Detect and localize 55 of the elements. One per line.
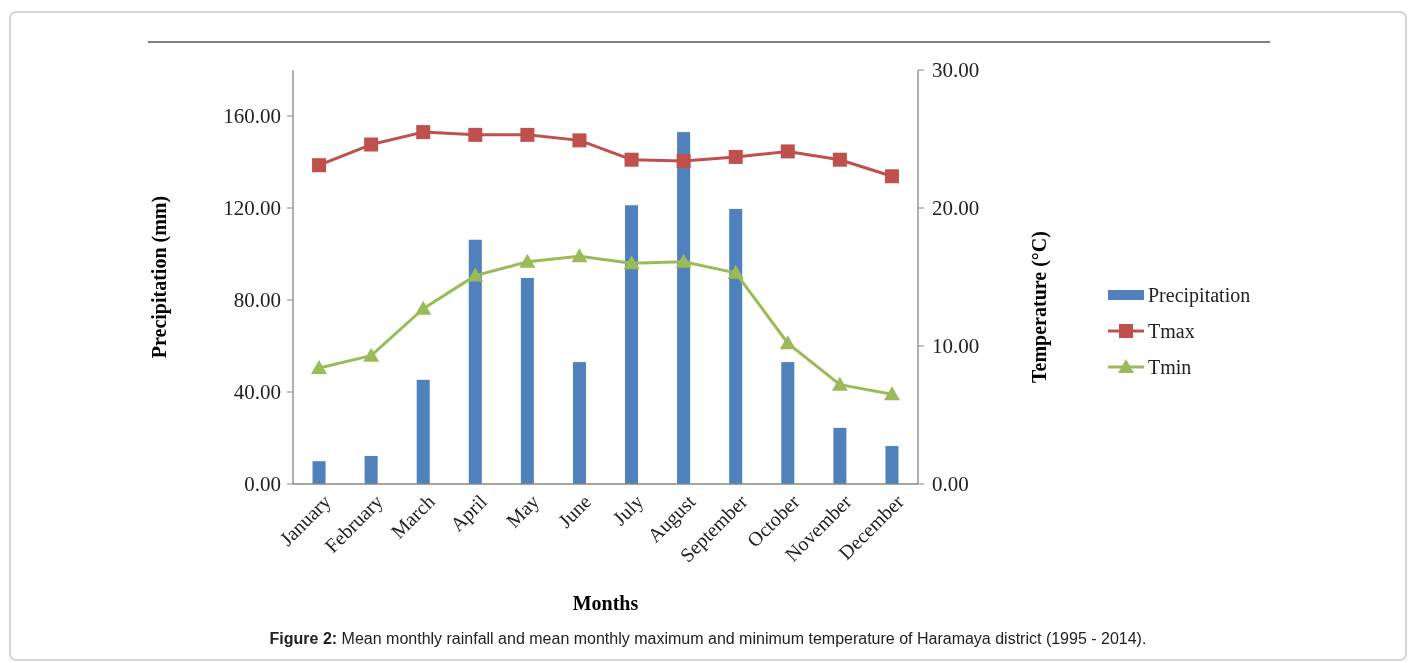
y-tick-label: 40.00 <box>233 380 281 405</box>
point <box>363 347 380 362</box>
point <box>571 248 588 263</box>
point <box>311 360 328 375</box>
y-tick-label: 0.00 <box>244 472 281 497</box>
y-axis-title: Precipitation (mm) <box>148 195 171 359</box>
bar <box>468 239 482 484</box>
y2-tick-label: 0.00 <box>932 472 969 497</box>
x-axis-title: Months <box>572 592 639 614</box>
point <box>623 255 640 270</box>
bar <box>416 379 430 484</box>
bar <box>572 362 586 484</box>
point <box>675 253 692 268</box>
point <box>779 335 796 350</box>
y-tick-label: 80.00 <box>233 288 281 313</box>
bar <box>677 132 691 484</box>
point <box>832 152 847 167</box>
point <box>415 300 432 315</box>
point <box>676 154 691 169</box>
bar <box>781 362 795 484</box>
x-tick-label: June <box>553 490 596 532</box>
point <box>468 127 483 142</box>
x-tick-label: May <box>501 490 544 533</box>
legend-label: Precipitation <box>1148 284 1251 307</box>
point <box>364 137 379 152</box>
x-tick-label: July <box>608 490 649 531</box>
bar <box>364 455 378 484</box>
point <box>519 253 536 268</box>
point <box>727 264 744 279</box>
point <box>467 267 484 282</box>
bar <box>885 446 899 484</box>
point <box>624 152 639 167</box>
point <box>831 376 848 391</box>
y-tick-label: 160.00 <box>223 104 281 129</box>
point <box>883 386 900 401</box>
point <box>728 149 743 164</box>
bar <box>833 427 847 484</box>
y2-tick-label: 20.00 <box>932 196 980 221</box>
point <box>520 127 535 142</box>
point <box>884 169 899 184</box>
bar <box>729 208 743 484</box>
point <box>780 144 795 159</box>
y2-tick-label: 30.00 <box>932 58 980 83</box>
point <box>572 133 587 148</box>
point <box>416 125 431 140</box>
bar <box>312 461 326 484</box>
legend-label: Tmin <box>1148 356 1192 378</box>
legend-label: Tmax <box>1148 320 1195 342</box>
y2-axis-title: Temperature (°C) <box>1028 231 1051 383</box>
bar <box>625 205 639 484</box>
y-tick-label: 120.00 <box>223 196 281 221</box>
y2-tick-label: 10.00 <box>932 334 980 359</box>
point <box>312 158 327 173</box>
caption: Figure 2: Mean monthly rainfall and mean monthly maximum and minimum temperature of Haramaya district (1995 - 2014). <box>269 630 1147 647</box>
bar <box>520 277 534 484</box>
